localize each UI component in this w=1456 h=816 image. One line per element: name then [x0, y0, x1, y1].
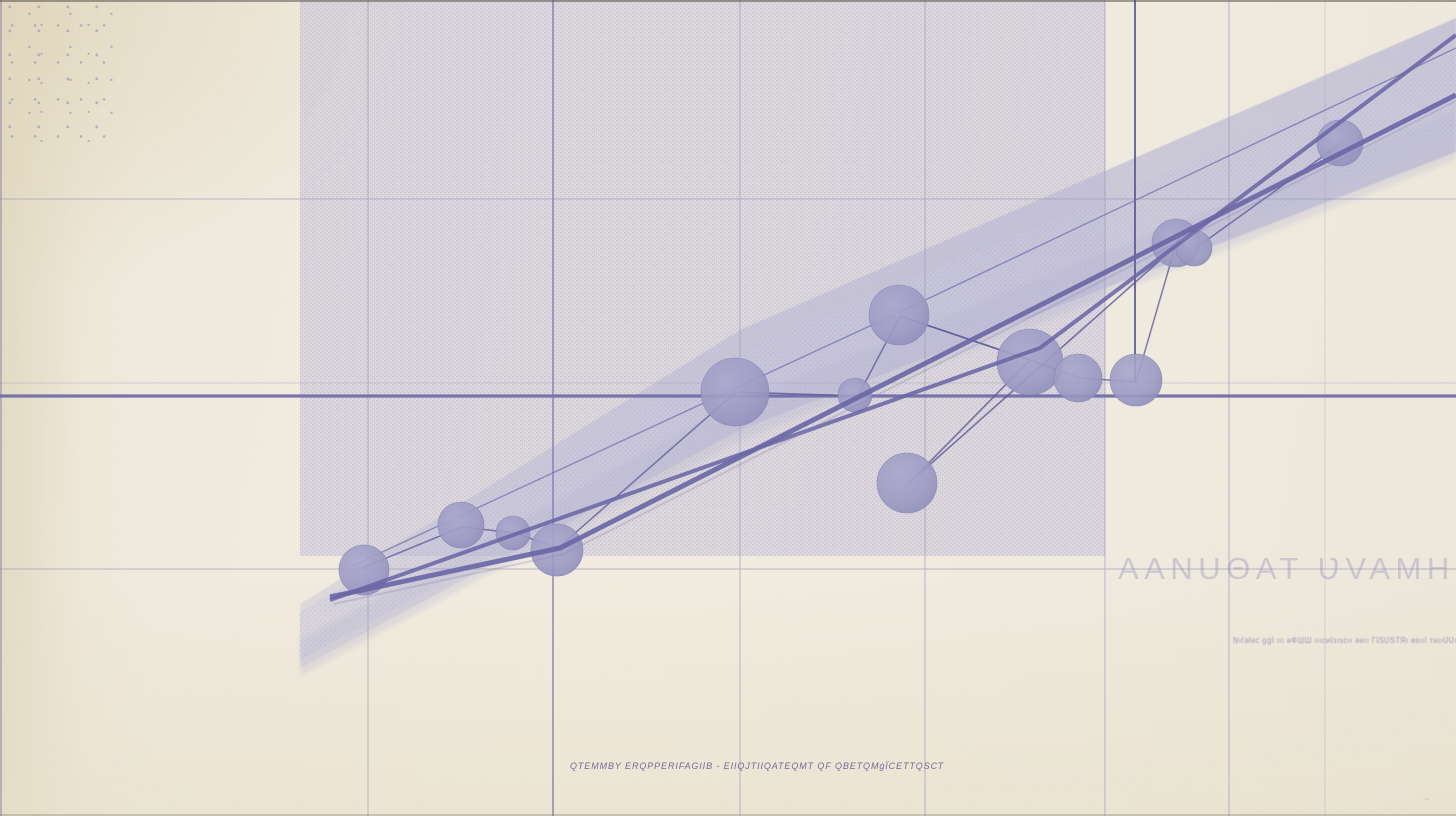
page-edge-left	[0, 0, 2, 816]
bubble-point[interactable]	[868, 284, 930, 346]
trend-line-secondary	[329, 33, 1456, 602]
figure-ghost-title: AANUΘAT ƲVAMHO SS	[1118, 551, 1456, 586]
bubble-point[interactable]	[1053, 353, 1103, 403]
paper-stain-bottom	[0, 576, 1456, 816]
figure-caption: QTEMMBY ERQPPERIFAGIIB - EIIQJTIIQATEQMT…	[570, 761, 945, 771]
trend-line-primary	[329, 92, 1456, 600]
ink-speckle-cluster	[4, 4, 124, 144]
page-edge-bottom	[0, 814, 1456, 816]
figure-ghost-subtitle: Ņıŕаłəс ցġʇ ııı əФШШ ıııсиʇзıѕсıı əəıı Γ…	[1233, 635, 1456, 646]
bubble-point[interactable]	[876, 452, 938, 514]
page-corner-mark: ▫▫	[1425, 797, 1430, 803]
trend-line-ghost	[333, 100, 1456, 605]
bubble-point[interactable]	[1109, 353, 1163, 407]
bubble-point[interactable]	[437, 501, 485, 549]
page-edge-top	[0, 0, 1456, 2]
bubble-point[interactable]	[700, 357, 770, 427]
bubble-series	[338, 119, 1364, 596]
